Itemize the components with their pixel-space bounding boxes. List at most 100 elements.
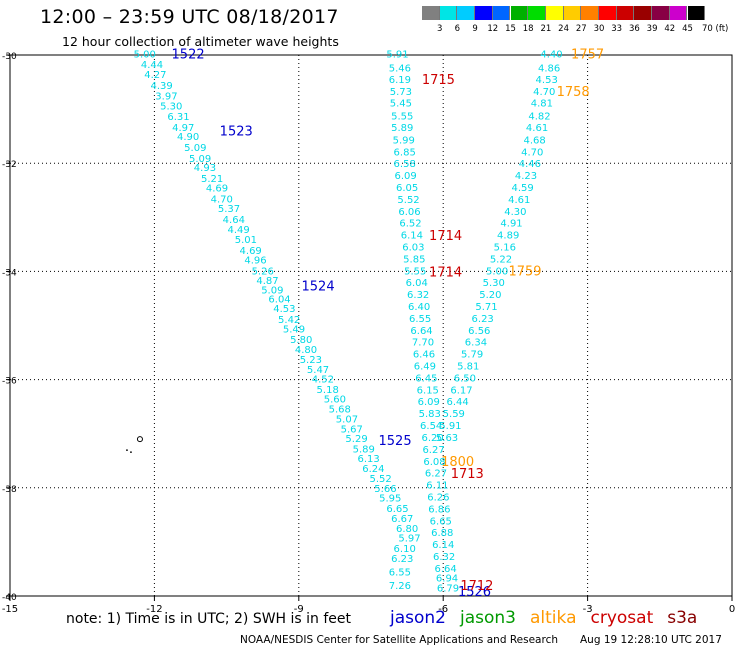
swh-value: 4.46 bbox=[519, 159, 541, 170]
swh-value: 4.52 bbox=[312, 375, 334, 386]
swh-value: 6.79 bbox=[437, 583, 459, 594]
swh-value: 4.70 bbox=[521, 147, 543, 158]
swh-value: 5.45 bbox=[390, 99, 412, 110]
island-marker bbox=[130, 451, 132, 454]
swh-value: 4.82 bbox=[528, 112, 550, 123]
pass-time-label: 1800 bbox=[441, 455, 474, 470]
swh-value: 4.61 bbox=[526, 123, 548, 134]
swh-value: 6.23 bbox=[472, 314, 494, 325]
swh-value: 5.37 bbox=[218, 204, 240, 215]
x-axis-tick-label: -9 bbox=[294, 604, 304, 615]
pass-time-label: 1713 bbox=[451, 467, 484, 482]
swh-value: 5.20 bbox=[479, 290, 501, 301]
pass-time-label: 1526 bbox=[458, 585, 491, 600]
swh-value: 6.49 bbox=[414, 362, 436, 373]
map-subtitle: 12 hour collection of altimeter wave hei… bbox=[62, 34, 339, 49]
swh-value: 6.14 bbox=[401, 231, 423, 242]
satellite-legend-s3a: s3a bbox=[667, 608, 698, 628]
swh-value: 5.55 bbox=[391, 112, 413, 123]
swh-value: 5.83 bbox=[419, 409, 441, 420]
colorbar-tick-label: 21 bbox=[540, 24, 552, 34]
colorbar-tick-label: 6 bbox=[454, 24, 461, 34]
swh-value: 4.97 bbox=[172, 123, 194, 134]
pass-time-label: 1714 bbox=[429, 265, 462, 280]
swh-value: 5.89 bbox=[391, 123, 413, 134]
swh-value: 6.44 bbox=[447, 397, 469, 408]
swh-value: 4.61 bbox=[508, 195, 530, 206]
y-axis-tick-label: -34 bbox=[2, 268, 17, 278]
pass-time-label: 1522 bbox=[172, 47, 205, 62]
colorbar-tick-label: 24 bbox=[558, 24, 569, 34]
swh-value: 5.09 bbox=[189, 154, 211, 165]
colorbar-swatch bbox=[599, 6, 617, 20]
swh-value: 6.67 bbox=[391, 514, 413, 525]
pass-time-label: 1714 bbox=[429, 229, 462, 244]
satellite-legend-jason2: jason2 bbox=[390, 608, 446, 628]
swh-value: 6.24 bbox=[362, 464, 384, 475]
swh-value: 5.21 bbox=[201, 174, 223, 185]
swh-value: 5.00 bbox=[134, 49, 156, 60]
swh-value: 6.06 bbox=[398, 207, 420, 218]
pass-time-label: 1757 bbox=[571, 47, 604, 62]
swh-value: 5.00 bbox=[486, 266, 508, 277]
swh-value: 5.79 bbox=[461, 350, 483, 361]
swh-value: 6.55 bbox=[389, 568, 411, 579]
swh-value: 5.46 bbox=[389, 63, 411, 74]
y-axis-tick-label: -30 bbox=[2, 52, 17, 62]
swh-value: 6.13 bbox=[357, 454, 379, 465]
swh-value: 6.09 bbox=[395, 171, 417, 182]
map-frame bbox=[9, 54, 733, 597]
swh-value: 6.14 bbox=[432, 540, 454, 551]
colorbar-tick-label: 18 bbox=[522, 24, 534, 34]
swh-value: 4.93 bbox=[194, 163, 216, 174]
swh-value: 5.89 bbox=[353, 444, 375, 455]
swh-value: 5.47 bbox=[307, 365, 329, 376]
swh-value: 5.23 bbox=[300, 355, 322, 366]
x-axis-tick-label: -12 bbox=[146, 604, 162, 615]
swh-value: 5.59 bbox=[443, 409, 465, 420]
colorbar-swatch bbox=[616, 6, 635, 20]
colorbar-swatch bbox=[457, 6, 476, 20]
island-marker bbox=[126, 449, 128, 452]
swh-value: 5.52 bbox=[397, 195, 419, 206]
swh-value: 6.10 bbox=[394, 544, 416, 555]
colorbar-swatch bbox=[563, 6, 582, 20]
satellite-legend: jason2 jason3 altika cryosat s3a bbox=[390, 608, 711, 628]
swh-value: 6.46 bbox=[413, 350, 435, 361]
swh-value: 6.27 bbox=[425, 469, 447, 480]
swh-value: 5.73 bbox=[390, 87, 412, 98]
swh-value: 4.96 bbox=[244, 255, 266, 266]
colorbar-swatch bbox=[510, 6, 529, 20]
swh-value: 6.05 bbox=[396, 183, 418, 194]
swh-value: 5.09 bbox=[261, 285, 283, 296]
satellite-legend-altika: altika bbox=[530, 608, 577, 628]
swh-value: 5.49 bbox=[283, 325, 305, 336]
swh-value: 5.80 bbox=[290, 335, 312, 346]
generation-timestamp: Aug 19 12:28:10 UTC 2017 bbox=[580, 634, 722, 646]
swh-value: 5.63 bbox=[436, 433, 458, 444]
pass-time-label: 1525 bbox=[379, 434, 412, 449]
y-axis-tick-label: -32 bbox=[2, 160, 17, 170]
x-axis-tick-label: 0 bbox=[729, 604, 735, 615]
swh-value: 6.58 bbox=[394, 159, 416, 170]
swh-value: 5.85 bbox=[403, 254, 425, 265]
swh-value: 6.15 bbox=[417, 385, 439, 396]
swh-value: 4.44 bbox=[141, 60, 163, 71]
swh-value: 4.59 bbox=[511, 183, 533, 194]
swh-value: 6.34 bbox=[465, 338, 487, 349]
swh-value: 6.03 bbox=[402, 243, 424, 254]
colorbar-swatch bbox=[634, 6, 653, 20]
swh-value: 5.18 bbox=[317, 385, 339, 396]
swh-value: 5.22 bbox=[490, 254, 512, 265]
colorbar-tick-label: 15 bbox=[505, 24, 516, 34]
pass-time-label: 1712 bbox=[460, 579, 493, 594]
swh-value: 5.07 bbox=[336, 415, 358, 426]
swh-value: 6.54 bbox=[420, 421, 442, 432]
swh-value: 6.65 bbox=[430, 516, 452, 527]
swh-value: 6.20 bbox=[421, 433, 443, 444]
swh-value: 6.11 bbox=[426, 481, 448, 492]
swh-value: 5.01 bbox=[235, 235, 257, 246]
colorbar-tick-label: 39 bbox=[646, 24, 658, 34]
swh-value: 6.85 bbox=[394, 147, 416, 158]
